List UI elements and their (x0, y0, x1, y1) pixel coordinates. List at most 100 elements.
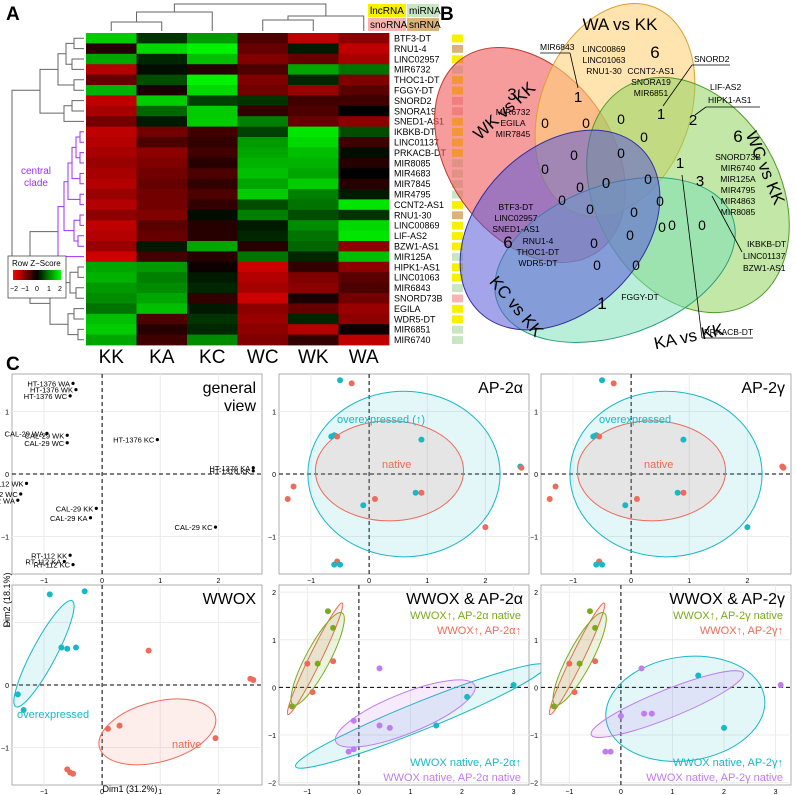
heatmap-cell (288, 230, 339, 242)
violet-ellipse (590, 670, 744, 738)
venn-count-inner-one: 1 (676, 155, 684, 172)
heatmap-cell (86, 64, 137, 75)
heatmap-cell (237, 261, 289, 273)
heatmap-cell (136, 126, 188, 138)
x-tick-label: −1 (307, 578, 315, 585)
x-tick-label: 2 (745, 578, 749, 585)
z-score-gradient (13, 270, 61, 280)
heatmap-row-label: LIF-AS2 (394, 231, 427, 241)
central-clade-label-1: central (21, 166, 51, 177)
dendrogram-branch (287, 15, 365, 31)
panel-label-b: B (440, 4, 454, 25)
y-tick-label: 0 (534, 472, 538, 479)
rna-type-bar (452, 294, 463, 303)
sample-point (45, 431, 49, 435)
x-tick-label: 1 (687, 578, 691, 585)
heatmap-cells (86, 33, 390, 346)
sample-point (330, 658, 337, 665)
heatmap-cell (187, 178, 238, 190)
heatmap-cell (237, 199, 289, 211)
sample-point (24, 481, 29, 485)
heatmap-cell (338, 137, 390, 148)
salmon-ellipse (548, 602, 606, 716)
heatmap-cell (187, 199, 238, 211)
salmon-ellipse (286, 602, 344, 716)
heatmap-row-label: WDR5-DT (394, 314, 436, 324)
venn-callout-snord2: SNORD2 (694, 54, 730, 64)
dendrogram-branch (79, 172, 84, 185)
legend-entry: WWOX native, AP-2α↑ (410, 757, 521, 769)
sample-point (599, 377, 606, 384)
sample-point (592, 658, 599, 665)
venn-zero-count: 0 (668, 217, 676, 233)
heatmap-cell (86, 199, 137, 211)
sample-point (376, 665, 383, 672)
sample-point (58, 644, 65, 651)
y-tick-label: 1 (534, 638, 538, 645)
heatmap-cell (187, 220, 238, 231)
venn-count-wc-ka: 3 (696, 173, 704, 190)
venn-count-wa: 6 (650, 43, 659, 62)
z-score-legend: Row Z−Score −2 −1 0 1 2 (7, 255, 67, 299)
heatmap-cell (187, 157, 238, 169)
sample-label: RT-112 KA (25, 558, 61, 567)
venn-callout-line-6 (694, 106, 707, 116)
heatmap-cell (136, 74, 188, 86)
heatmap-cell (136, 157, 188, 169)
heatmap-cell (288, 324, 339, 335)
heatmap-cell (187, 85, 238, 96)
x-tick-label: 1 (158, 578, 162, 585)
heatmap-row-label: SNORA19 (394, 106, 436, 116)
legend-native: native (172, 739, 201, 751)
pca-plot-ap2a: −1 0 1 2 −1 0 1 AP-2α overexpressed (↑) native (268, 373, 530, 585)
z-tick-4: 1 (47, 286, 51, 293)
x-tick-label: 3 (512, 789, 516, 795)
sample-point (617, 712, 624, 719)
heatmap-cell (86, 303, 137, 315)
pca-plot-wwox_ap2a: −1 0 1 2 3 −2 −1 0 1 2 WWOX & AP-2α WWOX↑, AP-2α na… (268, 584, 547, 795)
legend-entry: WWOX native, AP-2γ↑ (673, 757, 783, 769)
heatmap-cell (338, 199, 390, 211)
sample-point (590, 433, 597, 440)
heatmap-cell (288, 178, 339, 190)
sample-point (550, 703, 557, 710)
sample-point (596, 433, 603, 440)
venn-callout-prkacb-dt: PRKACB-DT (704, 327, 753, 337)
venn-gene-wa-3: RNU1-30 (586, 66, 622, 76)
sample-point (641, 710, 648, 717)
heatmap-cell (338, 126, 390, 138)
sample-point (386, 724, 393, 731)
sample-point (610, 380, 617, 387)
heatmap-cell (187, 147, 238, 159)
heatmap-cell (187, 209, 238, 221)
x-tick-label: 0 (100, 789, 104, 795)
venn-zero-count: 0 (630, 204, 638, 220)
heatmap-cell (288, 272, 339, 283)
heatmap-row-label: LINC01137 (394, 138, 439, 148)
sample-point (680, 489, 687, 496)
heatmap-row-label: SNORD2 (394, 96, 432, 106)
sample-point (250, 677, 257, 683)
heatmap-cell (86, 95, 137, 107)
sample-point (674, 489, 681, 496)
y-tick-label: 1 (5, 410, 9, 417)
heatmap-cell (338, 303, 390, 315)
heatmap-cell (338, 43, 390, 55)
sample-point (68, 394, 72, 398)
heatmap-cell (237, 313, 289, 325)
x-tick-label: 1 (670, 789, 674, 795)
sample-point (638, 665, 645, 672)
legend-entry: WWOX native, AP-2α native (383, 772, 521, 784)
heatmap-row-label: RNU1-30 (394, 210, 432, 220)
sample-point (695, 672, 702, 679)
y-tick-label: 0 (272, 685, 276, 692)
y-tick-label: −1 (530, 535, 538, 542)
heatmap-cell (288, 261, 339, 273)
heatmap-cell (136, 64, 188, 75)
venn-zero-count: 0 (698, 217, 706, 233)
venn-callout-hipk1-as1: HIPK1-AS1 (708, 95, 752, 105)
sample-point (622, 502, 629, 509)
sample-point (74, 388, 78, 392)
pca-plot-title: WWOX (203, 591, 257, 608)
